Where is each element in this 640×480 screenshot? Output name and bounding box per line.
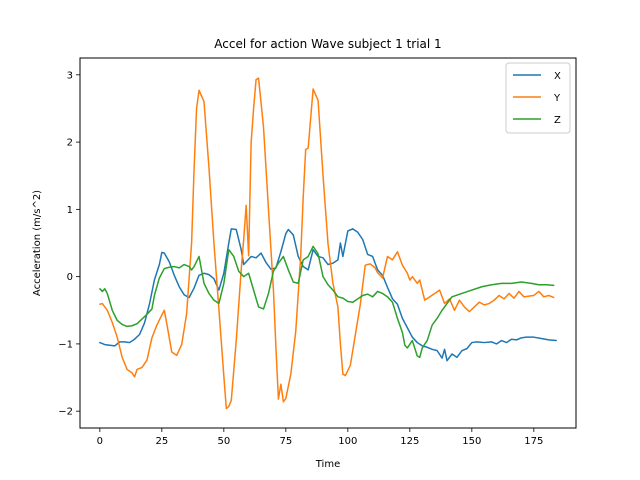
x-tick-label: 75 (279, 436, 292, 447)
x-tick-label: 0 (97, 436, 103, 447)
x-tick-label: 25 (155, 436, 168, 447)
chart-title: Accel for action Wave subject 1 trial 1 (214, 37, 441, 51)
y-tick-label: 2 (67, 138, 73, 149)
series-layer (99, 77, 557, 410)
y-tick-label: −2 (58, 407, 73, 418)
x-axis-ticks: 0 25 50 75 100 125 150 175 (97, 428, 543, 447)
legend-frame (505, 62, 571, 134)
y-axis-ticks: −2 −1 0 1 2 3 (58, 70, 80, 418)
series-line-z (99, 245, 555, 359)
y-tick-label: 3 (67, 70, 73, 81)
y-axis-label: Acceleration (m/s^2) (32, 190, 43, 296)
legend: XYZ (505, 62, 571, 134)
legend-label-x: X (554, 71, 561, 82)
legend-label-y: Y (553, 93, 561, 104)
x-tick-label: 125 (400, 436, 419, 447)
x-tick-label: 150 (462, 436, 481, 447)
y-tick-label: −1 (58, 339, 73, 350)
x-tick-label: 100 (338, 436, 357, 447)
y-tick-label: 1 (67, 205, 73, 216)
plot-area (79, 57, 577, 429)
y-tick-label: 0 (67, 272, 73, 283)
x-tick-label: 50 (217, 436, 230, 447)
x-tick-label: 175 (524, 436, 543, 447)
series-line-y (99, 77, 555, 410)
x-axis-label: Time (315, 459, 340, 470)
legend-label-z: Z (554, 115, 561, 126)
plot-frame (79, 57, 577, 429)
